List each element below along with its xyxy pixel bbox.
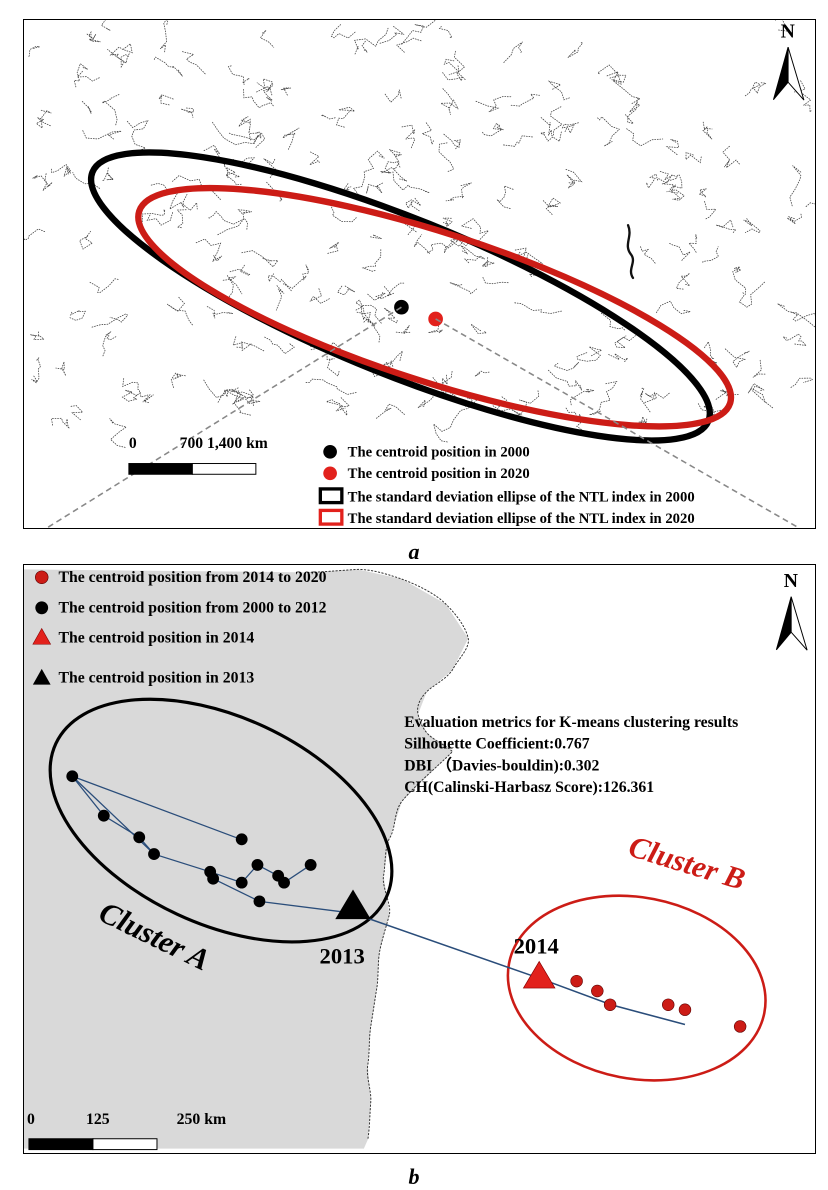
- svg-text:N: N: [784, 570, 798, 592]
- svg-text:125: 125: [86, 1111, 110, 1128]
- svg-text:0: 0: [129, 435, 137, 452]
- svg-text:The centroid position in 2013: The centroid position in 2013: [58, 670, 254, 687]
- svg-text:DBI （Davies-bouldin):0.302: DBI （Davies-bouldin):0.302: [404, 756, 599, 774]
- svg-text:The standard deviation ellipse: The standard deviation ellipse of the NT…: [348, 511, 695, 527]
- svg-text:Evaluation metrics for K-means: Evaluation metrics for K-means clusterin…: [404, 714, 738, 731]
- svg-text:Cluster B: Cluster B: [625, 829, 749, 896]
- svg-text:The centroid position from 200: The centroid position from 2000 to 2012: [58, 600, 326, 617]
- svg-text:700 1,400 km: 700 1,400 km: [180, 435, 268, 452]
- svg-text:The centroid position in 2020: The centroid position in 2020: [348, 466, 530, 482]
- svg-text:250 km: 250 km: [177, 1111, 226, 1128]
- svg-text:Silhouette Coefficient:0.767: Silhouette Coefficient:0.767: [404, 736, 590, 753]
- svg-text:2014: 2014: [514, 934, 559, 959]
- svg-text:The centroid position in 2000: The centroid position in 2000: [348, 445, 530, 461]
- svg-text:0: 0: [27, 1111, 35, 1128]
- svg-text:The centroid position from 201: The centroid position from 2014 to 2020: [58, 569, 326, 586]
- svg-text:The centroid position in 2014: The centroid position in 2014: [58, 629, 254, 646]
- svg-text:2013: 2013: [320, 943, 365, 968]
- svg-text:N: N: [781, 22, 795, 43]
- svg-text:The standard deviation ellipse: The standard deviation ellipse of the NT…: [348, 490, 695, 506]
- svg-text:CH(Calinski-Harbasz Score):126: CH(Calinski-Harbasz Score):126.361: [404, 779, 654, 796]
